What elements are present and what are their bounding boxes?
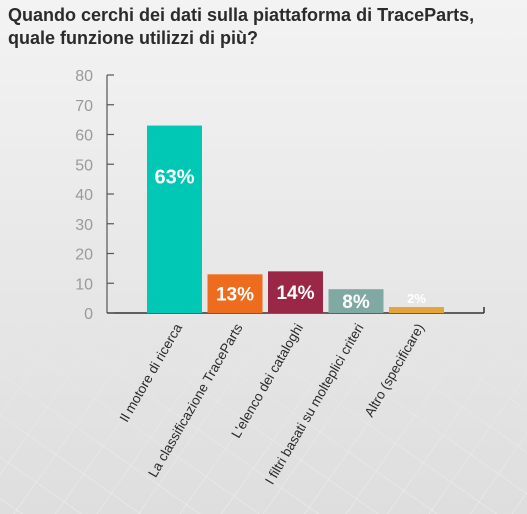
y-tick-label: 40 [75, 187, 93, 204]
bar [389, 307, 444, 313]
floor-grid-decoration [0, 300, 527, 514]
data-label: 8% [342, 292, 370, 313]
chart-title: Quando cerchi dei dati sulla piattaforma… [8, 4, 518, 50]
data-label: 13% [216, 285, 254, 306]
bar [328, 289, 384, 313]
y-tick-label: 20 [75, 247, 93, 264]
y-tick-label: 30 [75, 217, 93, 234]
data-label: 14% [276, 283, 314, 304]
y-tick-label: 0 [84, 306, 93, 323]
y-tick-label: 70 [75, 98, 93, 115]
data-label: 2% [407, 291, 426, 306]
chart-title-line-2: quale funzione utilizzi di più? [8, 28, 258, 48]
bar [147, 125, 202, 313]
y-axis-ticks: 0 10 20 30 40 50 60 70 80 [75, 68, 114, 323]
bars [147, 125, 444, 313]
y-tick-label: 10 [75, 276, 93, 293]
bar [268, 271, 323, 313]
chart-title-line-1: Quando cerchi dei dati sulla piattaforma… [8, 5, 475, 25]
y-tick-label: 60 [75, 128, 93, 145]
bar [207, 274, 263, 313]
y-tick-label: 80 [75, 68, 93, 85]
y-tick-label: 50 [75, 157, 93, 174]
data-label: 63% [154, 167, 194, 189]
data-labels: 63% 13% 14% 8% 2% [154, 167, 426, 314]
